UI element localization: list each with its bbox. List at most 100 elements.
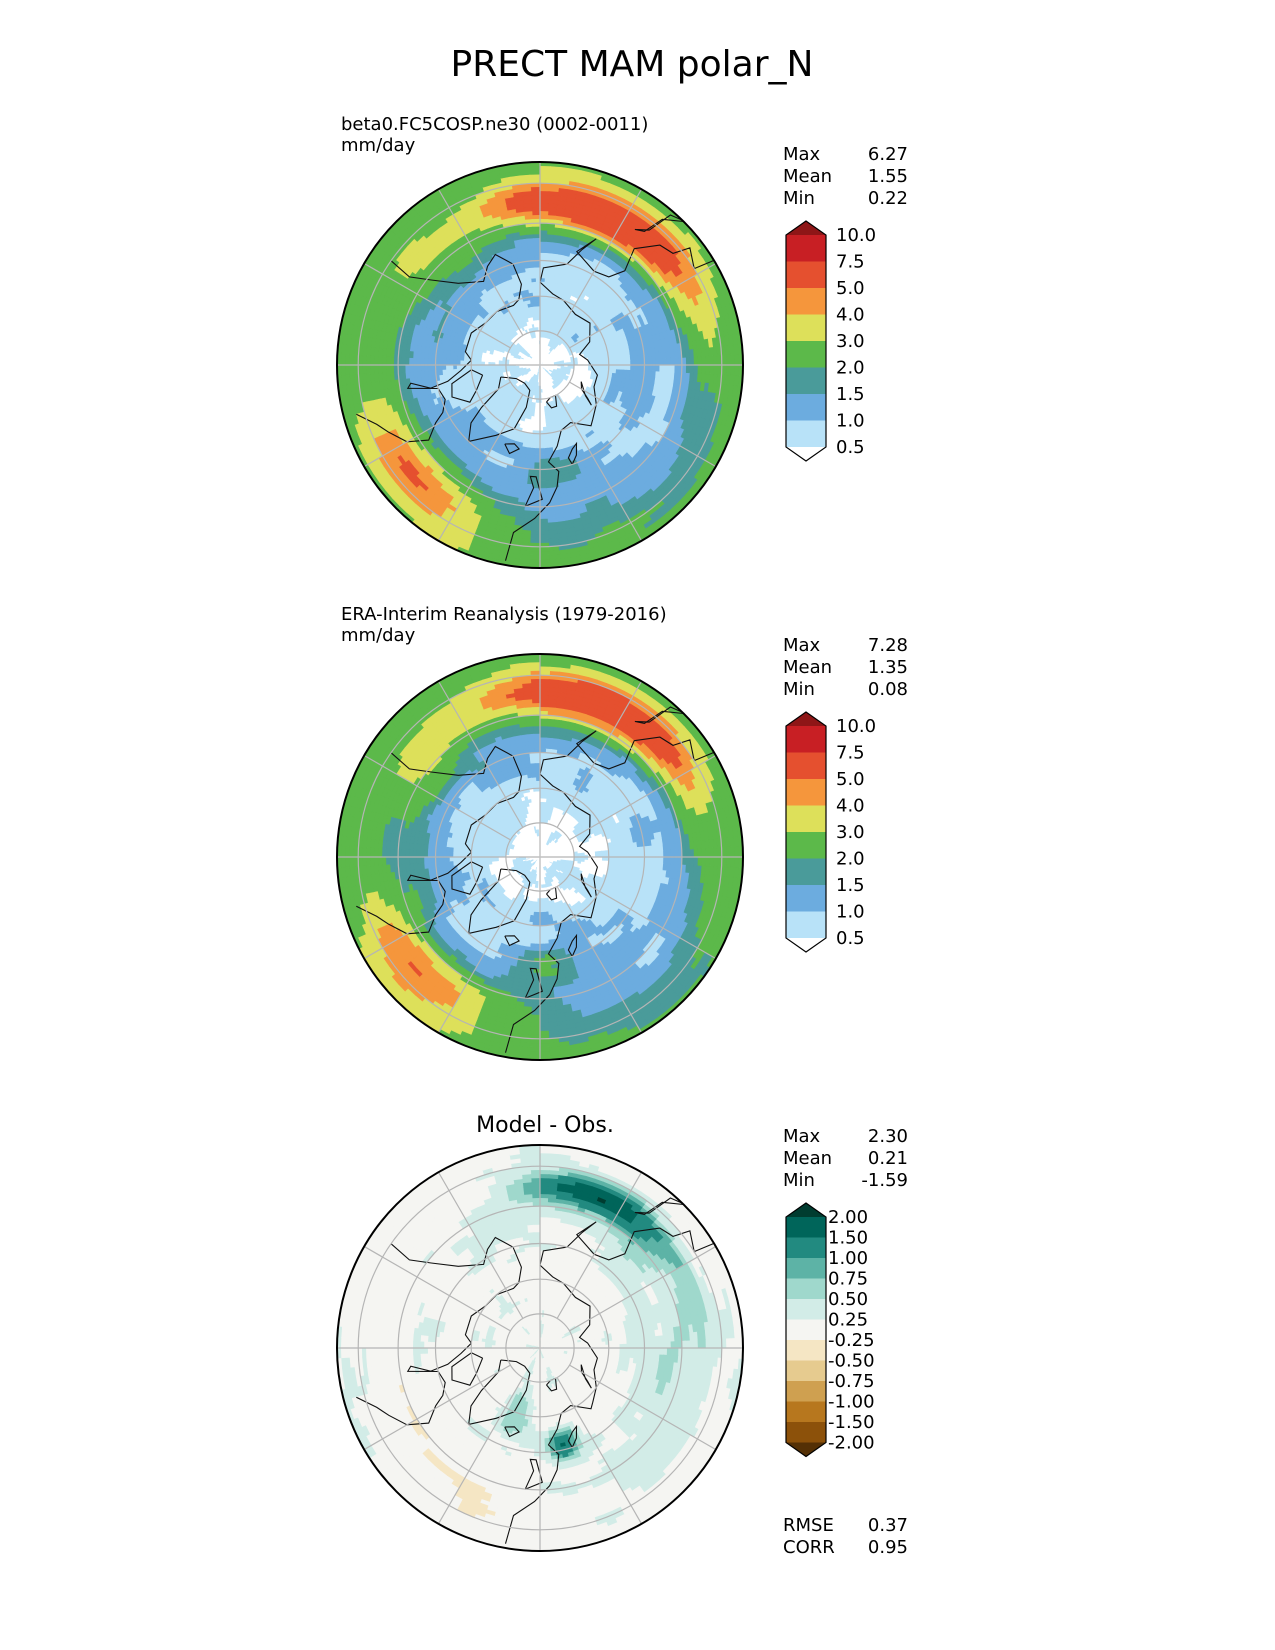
field-cell [530,191,541,197]
field-cell [506,574,518,580]
field-cell [368,486,380,499]
field-cell [551,154,562,159]
field-cell [739,309,743,323]
field-cell [535,281,541,287]
field-cell [529,558,541,565]
field-cell [358,479,370,493]
field-cell [415,532,428,544]
field-cell [542,299,548,304]
field-cell [449,364,455,371]
field-cell [506,150,518,156]
field-cell [725,354,731,366]
field-cell [474,561,487,568]
field-cell [625,355,631,361]
field-cell [647,358,653,366]
field-cell [685,356,691,366]
field-cell [424,358,429,366]
field-cell [539,199,550,205]
field-cell [584,154,596,161]
field-cell [386,364,391,374]
field-cell [346,268,356,282]
field-cell [689,506,702,519]
field-cell [741,419,743,433]
field-cell [378,356,384,366]
field-cell [449,369,455,375]
field-cell [518,154,529,159]
field-cell [533,419,538,424]
field-cell [572,162,585,163]
field-cell [633,175,647,186]
field-cell [693,356,698,366]
field-cell [349,354,355,366]
field-cell [539,191,550,197]
field-cell [696,497,709,511]
field-cell [477,358,483,363]
field-cell [517,149,529,154]
field-cell [747,320,753,332]
field-cell [539,195,550,201]
field-cell [594,162,608,164]
field-cell [733,354,740,366]
field-cell [340,364,347,376]
field-cell [530,450,536,456]
field-cell [456,355,462,362]
field-cell [346,448,356,462]
field-cell [539,458,546,463]
field-cell [739,407,743,421]
field-cell [484,570,496,577]
field-cell [495,567,508,568]
field-cell [737,287,743,300]
field-cell [532,494,541,500]
field-cell [601,367,606,373]
field-cell [539,186,550,192]
field-cell [573,572,585,578]
field-cell [442,359,447,366]
field-cell [582,564,596,568]
field-cell [443,171,457,181]
field-cell [463,163,477,172]
field-cell [539,440,545,445]
field-cell [352,470,363,484]
field-cell [472,566,486,568]
field-cell [446,364,451,371]
field-cell [645,542,659,553]
field-cell [539,214,549,220]
field-cell [629,364,634,371]
field-cell [451,558,465,568]
field-cell [605,562,618,568]
field-cell [427,358,433,366]
field-cell [654,183,668,195]
field-cell [664,189,677,201]
field-cell [689,364,694,374]
field-cell [382,356,387,366]
field-cell [337,276,347,290]
field-cell [652,532,665,544]
field-cell [324,376,329,388]
field-cell [707,240,719,253]
field-cell [751,365,756,376]
field-cell [342,450,352,464]
field-cell [532,426,538,431]
field-cell [389,207,402,219]
field-cell [420,358,425,366]
field-cell [742,397,743,410]
field-cell [733,428,742,442]
field-cell [662,364,668,372]
field-cell [329,409,336,421]
field-cell [529,572,540,577]
field-cell [539,538,550,544]
field-cell [453,166,467,176]
field-cell [613,554,627,564]
field-cell [337,297,339,311]
field-cell [531,288,537,294]
field-cell [366,364,372,375]
field-cell [539,230,548,236]
field-cell [463,558,477,567]
field-cell [696,356,702,366]
field-cell [713,468,724,481]
field-cell [543,281,550,287]
field-cell [539,472,547,478]
field-cell [534,274,541,280]
field-cell [324,342,329,354]
field-cell [394,196,408,209]
